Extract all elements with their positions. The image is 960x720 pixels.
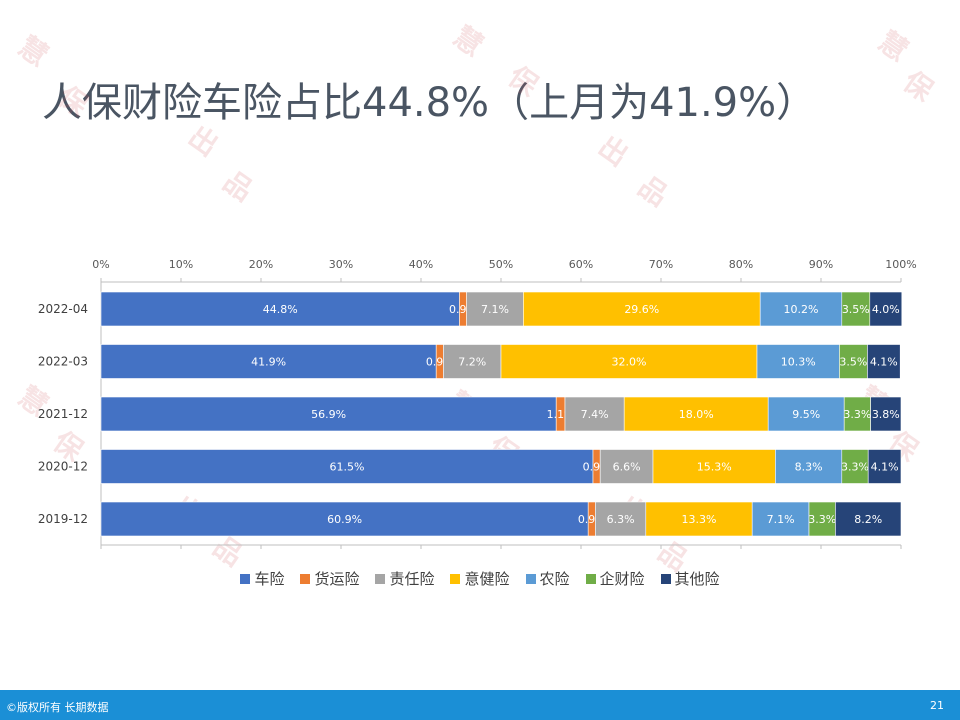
legend-item: 农险	[525, 568, 570, 589]
data-label: 4.1%	[870, 356, 898, 369]
x-tick-label: 50%	[489, 258, 513, 271]
data-label: 4.1%	[871, 461, 899, 474]
x-tick-label: 70%	[649, 258, 673, 271]
data-label: 7.1%	[767, 513, 795, 526]
legend-label: 责任险	[389, 570, 435, 588]
bar-segment	[756, 344, 840, 379]
x-tick-label: 10%	[169, 258, 193, 271]
chart-legend: 车险 货运险 责任险 意健险 农险 企财险 其他险	[0, 568, 960, 589]
data-label: 60.9%	[327, 513, 362, 526]
category-label: 2022-03	[38, 355, 88, 369]
x-tick-label: 0%	[92, 258, 109, 271]
bar-segment	[500, 344, 758, 379]
x-tick-label: 20%	[249, 258, 273, 271]
data-label: 29.6%	[624, 303, 659, 316]
legend-swatch	[450, 573, 461, 584]
legend-swatch	[660, 573, 671, 584]
bar-segment	[869, 291, 903, 327]
legend-item: 意健险	[450, 568, 510, 589]
legend-item: 货运险	[300, 568, 359, 589]
x-tick-label: 60%	[569, 258, 593, 271]
bar-segment	[466, 291, 524, 327]
page-number: 21	[930, 699, 944, 712]
bar-segment	[100, 396, 557, 432]
bar-segment	[523, 291, 761, 327]
data-label: 32.0%	[612, 356, 647, 369]
bar-segment	[839, 344, 868, 379]
bar-segment	[599, 449, 654, 484]
bar-segment	[867, 344, 901, 379]
page-title: 人保财险车险占比44.8%（上月为41.9%）	[42, 80, 817, 126]
bar-segment	[775, 449, 843, 484]
data-label: 8.2%	[854, 513, 882, 526]
bar-segment	[867, 449, 902, 484]
data-label: 3.3%	[841, 461, 869, 474]
bar-segment	[623, 396, 769, 432]
data-label: 56.9%	[311, 408, 346, 421]
data-label: 8.3%	[795, 461, 823, 474]
category-label: 2019-12	[38, 512, 88, 526]
data-label: 6.6%	[613, 461, 641, 474]
bar-segment	[100, 291, 460, 327]
category-label: 2020-12	[38, 460, 88, 474]
legend-label: 车险	[254, 570, 285, 588]
category-label: 2021-12	[38, 407, 88, 421]
bar-segment	[759, 291, 843, 327]
legend-label: 农险	[539, 570, 570, 588]
x-tick-label: 100%	[885, 258, 916, 271]
data-label: 10.2%	[784, 303, 819, 316]
legend-label: 其他险	[674, 570, 720, 588]
legend-label: 货运险	[314, 570, 360, 588]
data-label: 61.5%	[330, 461, 365, 474]
bar-segment	[443, 344, 502, 379]
data-label: 7.2%	[458, 356, 486, 369]
data-label: 6.3%	[607, 513, 635, 526]
data-label: 41.9%	[251, 356, 286, 369]
bar-segment	[100, 501, 589, 537]
x-tick-label: 30%	[329, 258, 353, 271]
category-label: 2022-04	[38, 302, 88, 316]
data-label: 3.5%	[842, 303, 870, 316]
x-tick-label: 90%	[809, 258, 833, 271]
bar-segment	[835, 501, 902, 537]
legend-item: 责任险	[375, 568, 434, 589]
data-label: 3.3%	[808, 513, 836, 526]
legend-swatch	[240, 573, 251, 584]
legend-item: 企财险	[585, 568, 645, 589]
data-label: 44.8%	[263, 303, 298, 316]
data-label: 18.0%	[679, 408, 714, 421]
data-label: 7.4%	[581, 408, 609, 421]
x-tick-label: 80%	[729, 258, 753, 271]
bar-segment	[808, 501, 836, 537]
legend-swatch	[375, 573, 386, 584]
stacked-bar-chart: 0% 10% 20% 30% 40% 50% 60% 70% 80% 90% 100% 2022-04…	[38, 258, 917, 549]
data-label: 15.3%	[697, 461, 732, 474]
data-label: 13.3%	[682, 513, 717, 526]
legend-swatch	[525, 573, 536, 584]
legend-item: 其他险	[660, 568, 720, 589]
bar-segment	[841, 449, 869, 484]
data-label: 3.5%	[839, 356, 867, 369]
data-label: 3.3%	[843, 408, 871, 421]
footer-bar: ©版权所有 长期数据 21	[0, 690, 960, 720]
legend-swatch	[585, 573, 596, 584]
data-label: 9.5%	[792, 408, 820, 421]
bar-segment	[767, 396, 845, 432]
bar-segment	[645, 501, 753, 537]
data-label: 3.8%	[872, 408, 900, 421]
copyright-text: ©版权所有 长期数据	[6, 701, 109, 714]
legend-label: 意健险	[464, 570, 510, 588]
bar-segment	[100, 344, 437, 379]
data-label: 10.3%	[781, 356, 816, 369]
data-label: 7.1%	[481, 303, 509, 316]
x-tick-label: 40%	[409, 258, 433, 271]
data-label: 4.0%	[872, 303, 900, 316]
legend-item: 车险	[240, 568, 284, 589]
bar-segment	[870, 396, 902, 432]
bar-segment	[564, 396, 625, 432]
legend-label: 企财险	[599, 570, 645, 588]
legend-swatch	[300, 573, 311, 584]
